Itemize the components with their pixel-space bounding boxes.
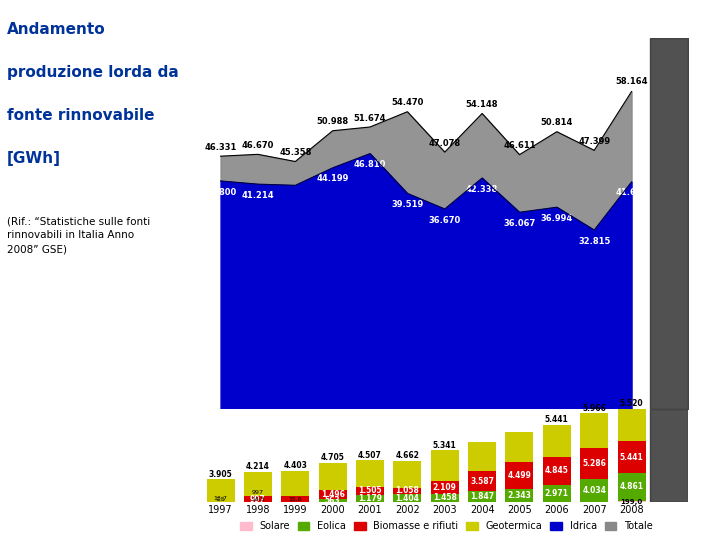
Text: 46.810: 46.810: [354, 160, 386, 169]
Text: 1.458: 1.458: [433, 494, 456, 502]
Text: 997: 997: [252, 490, 264, 496]
Text: 54.148: 54.148: [466, 100, 498, 109]
Bar: [543, 457, 571, 485]
Text: [GWh]: [GWh]: [7, 151, 61, 166]
Bar: [244, 496, 272, 502]
Text: 1.847: 1.847: [470, 492, 494, 501]
Bar: [282, 471, 310, 496]
Text: 46.611: 46.611: [503, 141, 536, 150]
Bar: [393, 488, 421, 494]
Bar: [580, 414, 608, 448]
Text: 32.815: 32.815: [578, 237, 611, 246]
Text: 563: 563: [325, 496, 341, 505]
Text: 46.670: 46.670: [242, 141, 274, 150]
Bar: [319, 490, 346, 499]
Text: 4.662: 4.662: [395, 451, 419, 460]
Text: 1,5: 1,5: [216, 497, 225, 502]
Bar: [319, 499, 346, 502]
Bar: [356, 487, 384, 495]
Text: 997: 997: [250, 495, 266, 504]
Text: 4.034: 4.034: [582, 486, 606, 495]
Text: 1.179: 1.179: [358, 494, 382, 503]
Text: Andamento: Andamento: [7, 22, 106, 37]
Text: 39.519: 39.519: [391, 200, 423, 209]
Text: 1.496: 1.496: [320, 490, 345, 499]
Bar: [356, 495, 384, 502]
Text: 5.441: 5.441: [620, 453, 644, 462]
Text: 51.674: 51.674: [354, 113, 386, 123]
Text: 50.814: 50.814: [541, 118, 573, 127]
Bar: [431, 482, 459, 494]
Bar: [468, 442, 496, 471]
Text: fonte rinnovabile: fonte rinnovabile: [7, 108, 155, 123]
Text: 4.705: 4.705: [320, 453, 345, 462]
Bar: [244, 472, 272, 496]
Bar: [618, 473, 646, 501]
Bar: [468, 471, 496, 491]
Text: 5.286: 5.286: [582, 459, 606, 468]
Bar: [505, 489, 534, 502]
Text: 44.199: 44.199: [317, 174, 348, 184]
Bar: [650, 409, 688, 502]
Text: 1.404: 1.404: [395, 494, 419, 503]
Text: 5.966: 5.966: [582, 403, 606, 413]
Legend: Solare, Eolica, Biomasse e rifiuti, Geotermica, Idrica, Totale: Solare, Eolica, Biomasse e rifiuti, Geot…: [236, 517, 657, 535]
Bar: [319, 463, 346, 490]
Bar: [431, 450, 459, 482]
Text: 2.343: 2.343: [508, 491, 531, 500]
Text: 13,7: 13,7: [214, 496, 228, 501]
Text: 47.399: 47.399: [578, 137, 611, 146]
Bar: [618, 501, 646, 502]
Text: 5.341: 5.341: [433, 441, 456, 450]
Bar: [580, 448, 608, 479]
Bar: [618, 409, 646, 441]
Bar: [393, 494, 421, 502]
Text: 14,5: 14,5: [251, 497, 265, 502]
Text: 58.164: 58.164: [616, 77, 648, 86]
Text: 41.214: 41.214: [242, 191, 274, 200]
Bar: [618, 441, 646, 473]
Text: 4.214: 4.214: [246, 462, 270, 471]
Text: 15,6: 15,6: [289, 497, 302, 502]
Bar: [393, 461, 421, 488]
Bar: [356, 461, 384, 487]
Text: 1.505: 1.505: [358, 487, 382, 496]
Text: 5.441: 5.441: [545, 415, 569, 424]
Text: 36.067: 36.067: [503, 219, 536, 228]
Text: 4.403: 4.403: [284, 461, 307, 470]
Text: 4.507: 4.507: [358, 450, 382, 460]
Text: 3.587: 3.587: [470, 477, 494, 485]
Text: 4.845: 4.845: [545, 467, 569, 475]
Bar: [543, 425, 571, 457]
Text: 4.499: 4.499: [508, 471, 531, 480]
Bar: [282, 496, 310, 502]
Text: 46.331: 46.331: [204, 143, 237, 152]
Text: 3.905: 3.905: [209, 470, 233, 478]
Text: 42.338: 42.338: [466, 185, 498, 193]
Text: 2.109: 2.109: [433, 483, 456, 492]
Bar: [468, 491, 496, 502]
Text: 54.470: 54.470: [391, 98, 423, 107]
Text: 2.971: 2.971: [545, 489, 569, 498]
Text: 50.988: 50.988: [317, 117, 348, 126]
Text: 1.058: 1.058: [395, 487, 419, 496]
Bar: [431, 494, 459, 502]
Text: 4.861: 4.861: [619, 482, 644, 491]
Text: 41.623: 41.623: [616, 188, 648, 198]
Bar: [505, 462, 534, 489]
Bar: [207, 480, 235, 502]
Text: 36.670: 36.670: [428, 215, 461, 225]
Bar: [580, 479, 608, 502]
Text: 5.520: 5.520: [620, 399, 644, 408]
Text: 36.994: 36.994: [541, 214, 573, 223]
Text: 41.800: 41.800: [204, 187, 237, 197]
Text: 199,0: 199,0: [621, 498, 643, 504]
Bar: [505, 433, 534, 462]
Text: produzione lorda da: produzione lorda da: [7, 65, 179, 80]
Text: (Rif.: “Statistiche sulle fonti
rinnovabili in Italia Anno
2008” GSE): (Rif.: “Statistiche sulle fonti rinnovab…: [7, 216, 150, 254]
Text: 47.078: 47.078: [428, 139, 461, 148]
Text: 45.358: 45.358: [279, 148, 312, 157]
Bar: [543, 485, 571, 502]
